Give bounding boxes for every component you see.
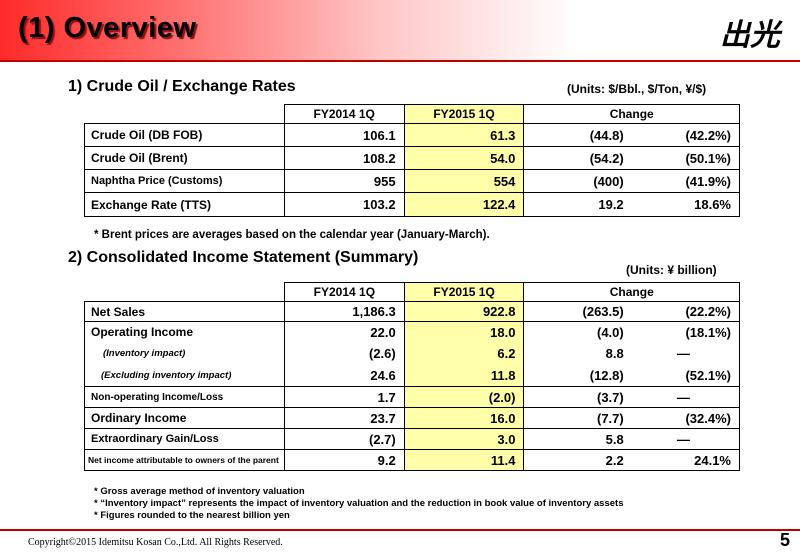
row-label: Net Sales — [84, 301, 285, 322]
value-change-pct: 18.6% — [631, 192, 740, 217]
value-change-pct: 24.1% — [631, 449, 740, 471]
row-label: Naphtha Price (Customs) — [84, 169, 285, 193]
value-curr: 11.4 — [403, 449, 525, 471]
value-change: (54.2) — [523, 146, 632, 170]
value-change-pct: (32.4%) — [631, 407, 740, 429]
row-label: (Inventory impact) — [84, 342, 285, 365]
page-number: 5 — [779, 530, 790, 550]
value-curr: 554 — [403, 169, 525, 193]
row-label: Crude Oil (DB FOB) — [84, 123, 285, 147]
value-change-pct: (52.1%) — [631, 364, 740, 387]
table-row: Non-operating Income/Loss 1.7 (2.0) (3.7… — [84, 386, 740, 408]
value-curr: 922.8 — [403, 301, 525, 322]
row-label: Crude Oil (Brent) — [84, 146, 285, 170]
col-header-change: Change — [523, 104, 740, 124]
table-row: (Inventory impact) (2.6) 6.2 8.8 — — [84, 342, 740, 365]
value-curr: 54.0 — [403, 146, 525, 170]
value-change: 8.8 — [523, 342, 632, 365]
value-prev: 1.7 — [283, 386, 405, 408]
value-prev: (2.7) — [283, 428, 405, 450]
value-prev: 9.2 — [283, 449, 405, 471]
table-row: (Excluding inventory impact) 24.6 11.8 (… — [84, 364, 740, 387]
slide-header: (1) Overview 出光 — [0, 0, 800, 60]
value-curr: 6.2 — [403, 342, 525, 365]
value-curr: 122.4 — [403, 192, 525, 217]
value-prev: 22.0 — [283, 321, 405, 343]
value-curr: 18.0 — [403, 321, 525, 343]
brent-note: * Brent prices are averages based on the… — [94, 229, 490, 241]
crude-oil-table: FY2014 1Q FY2015 1Q Change Crude Oil (DB… — [84, 104, 740, 217]
table-row: Crude Oil (Brent) 108.2 54.0 (54.2) (50.… — [84, 146, 740, 170]
value-prev: 23.7 — [283, 407, 405, 429]
value-change: 19.2 — [523, 192, 632, 217]
value-prev: 1,186.3 — [283, 301, 405, 322]
value-prev: 24.6 — [283, 364, 405, 387]
value-change: 5.8 — [523, 428, 632, 450]
row-label: Non-operating Income/Loss — [84, 386, 285, 408]
copyright: Copyright©2015 Idemitsu Kosan Co.,Ltd. A… — [28, 537, 283, 548]
footnotes: * Gross average method of inventory valu… — [94, 486, 623, 522]
value-change: (7.7) — [523, 407, 632, 429]
value-change-pct: (42.2%) — [631, 123, 740, 147]
footer-divider — [0, 529, 800, 531]
row-label: Net income attributable to owners of the… — [84, 449, 285, 471]
value-change: (44.8) — [523, 123, 632, 147]
value-change: (3.7) — [523, 386, 632, 408]
col-header-curr: FY2015 1Q — [403, 104, 525, 124]
table-row: Net income attributable to owners of the… — [84, 449, 740, 471]
income-statement-table: FY2014 1Q FY2015 1Q Change Net Sales 1,1… — [84, 282, 740, 471]
table-row: Ordinary Income 23.7 16.0 (7.7) (32.4%) — [84, 407, 740, 429]
value-change: (12.8) — [523, 364, 632, 387]
section1-units: (Units: $/Bbl., $/Ton, ¥/$) — [567, 82, 707, 96]
header-divider — [0, 60, 800, 62]
value-change-pct: — — [631, 342, 740, 365]
value-change: (400) — [523, 169, 632, 193]
col-header-change: Change — [523, 282, 740, 302]
value-curr: 11.8 — [403, 364, 525, 387]
value-change-pct: (41.9%) — [631, 169, 740, 193]
value-change-pct: — — [631, 428, 740, 450]
row-label: Operating Income — [84, 321, 285, 343]
table-row: Exchange Rate (TTS) 103.2 122.4 19.2 18.… — [84, 192, 740, 217]
company-logo: 出光 — [720, 18, 780, 53]
row-label: Ordinary Income — [84, 407, 285, 429]
table-row: Naphtha Price (Customs) 955 554 (400) (4… — [84, 169, 740, 193]
value-change: 2.2 — [523, 449, 632, 471]
table-row: Net Sales 1,186.3 922.8 (263.5) (22.2%) — [84, 301, 740, 322]
value-change-pct: — — [631, 386, 740, 408]
value-curr: (2.0) — [403, 386, 525, 408]
row-label: Extraordinary Gain/Loss — [84, 428, 285, 450]
value-prev: 103.2 — [283, 192, 405, 217]
footnote: * Gross average method of inventory valu… — [94, 486, 305, 497]
table-row: Operating Income 22.0 18.0 (4.0) (18.1%) — [84, 321, 740, 343]
col-header-prev: FY2014 1Q — [283, 104, 405, 124]
value-change-pct: (22.2%) — [631, 301, 740, 322]
col-header-prev: FY2014 1Q — [283, 282, 405, 302]
col-header-curr: FY2015 1Q — [403, 282, 525, 302]
value-prev: 106.1 — [283, 123, 405, 147]
value-prev: 108.2 — [283, 146, 405, 170]
section2-title: 2) Consolidated Income Statement (Summar… — [68, 249, 419, 266]
row-label: Exchange Rate (TTS) — [84, 192, 285, 217]
footnote: * “Inventory impact” represents the impa… — [94, 498, 624, 509]
row-label: (Excluding inventory impact) — [84, 364, 285, 387]
section1-title: 1) Crude Oil / Exchange Rates — [68, 78, 296, 95]
value-change: (4.0) — [523, 321, 632, 343]
value-curr: 61.3 — [403, 123, 525, 147]
value-prev: (2.6) — [283, 342, 405, 365]
footnote: * Figures rounded to the nearest billion… — [94, 510, 290, 521]
header-gradient-band — [0, 0, 800, 60]
value-curr: 16.0 — [403, 407, 525, 429]
table-row: Extraordinary Gain/Loss (2.7) 3.0 5.8 — — [84, 428, 740, 450]
value-curr: 3.0 — [403, 428, 525, 450]
section2-units: (Units: ¥ billion) — [626, 263, 717, 277]
value-prev: 955 — [283, 169, 405, 193]
value-change: (263.5) — [523, 301, 632, 322]
table-row: Crude Oil (DB FOB) 106.1 61.3 (44.8) (42… — [84, 123, 740, 147]
value-change-pct: (18.1%) — [631, 321, 740, 343]
value-change-pct: (50.1%) — [631, 146, 740, 170]
slide-title: (1) Overview — [18, 12, 197, 44]
